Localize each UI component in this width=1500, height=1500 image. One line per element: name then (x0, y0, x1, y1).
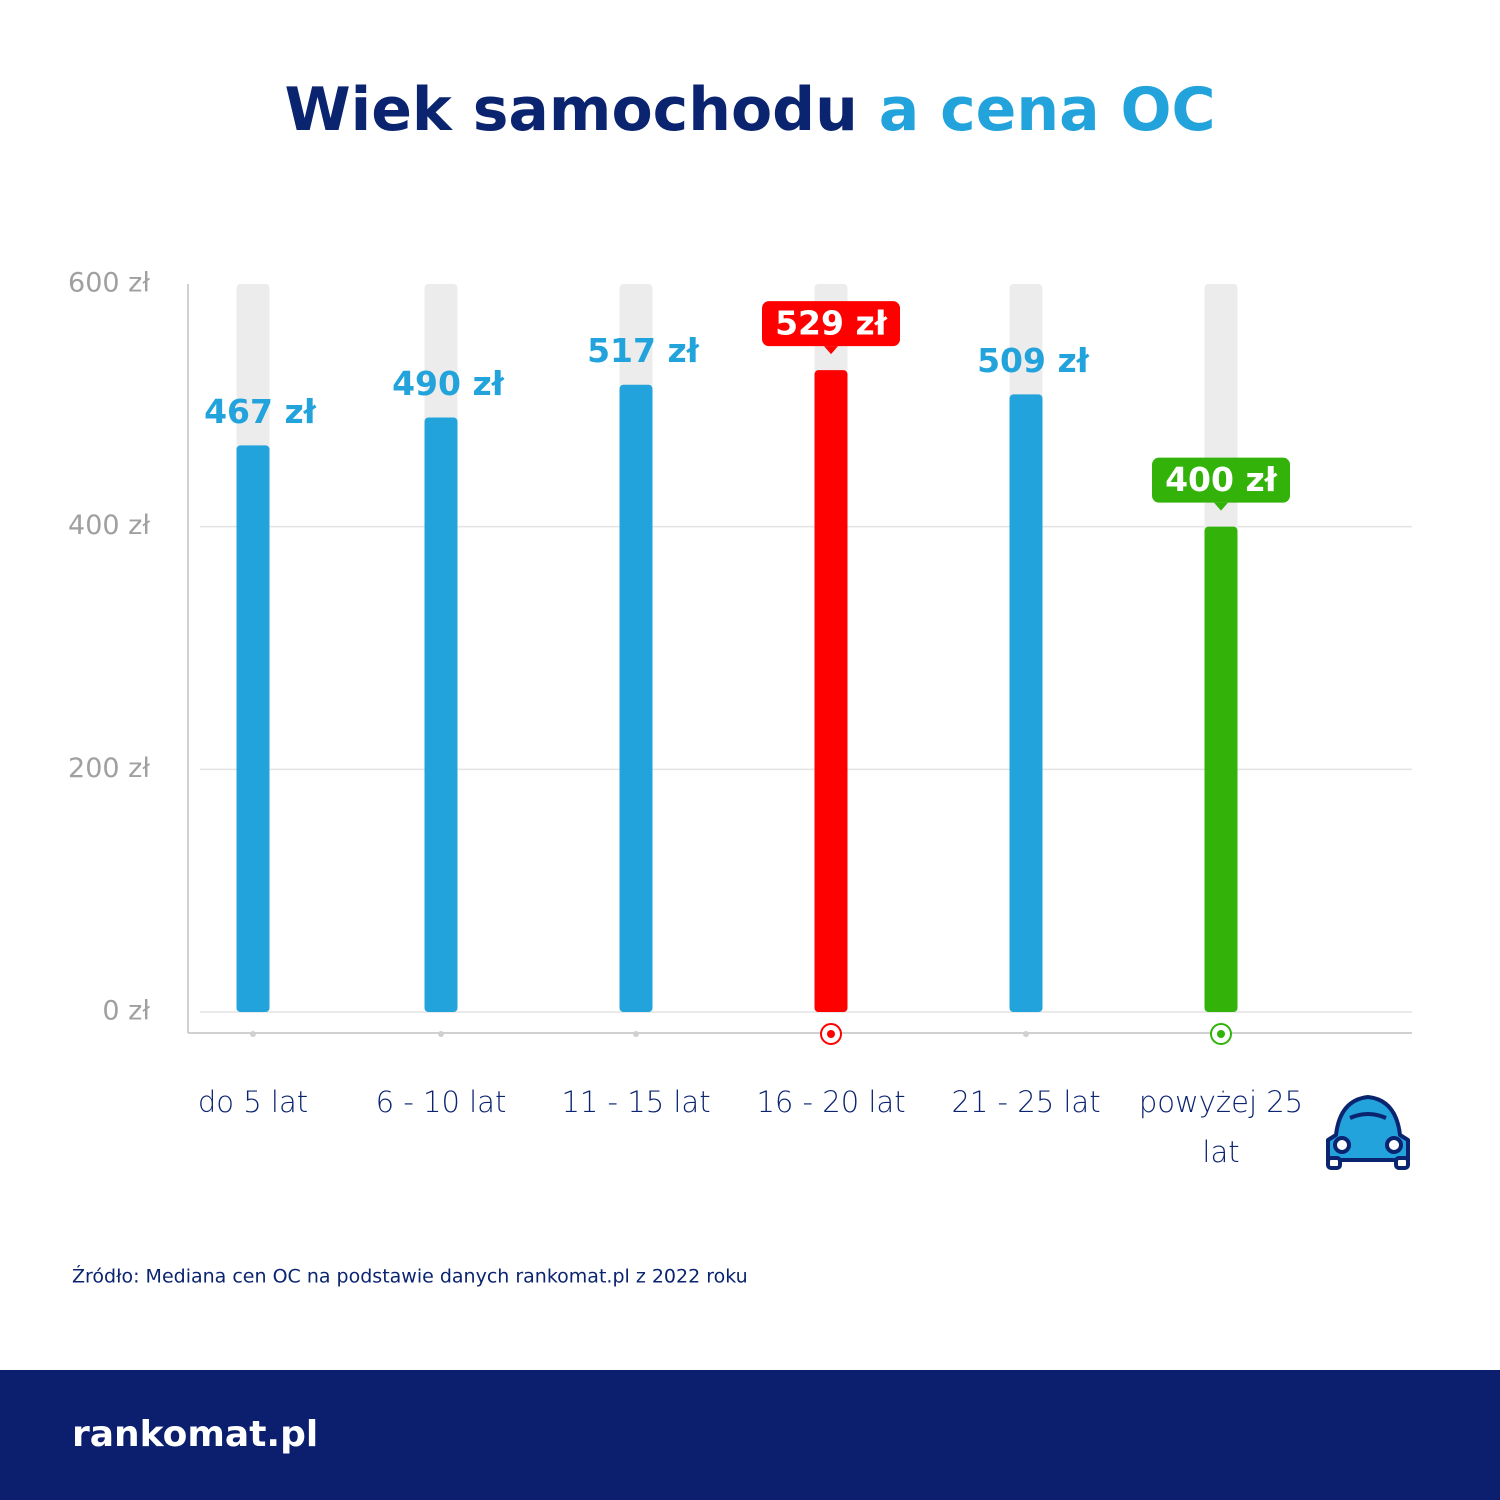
x-marker (1023, 1031, 1029, 1037)
value-label: 400 zł (1165, 460, 1278, 499)
value-label-box (762, 301, 900, 347)
logo: rankomat.pl (72, 1414, 318, 1455)
bar (619, 384, 653, 1012)
footer-band (0, 1370, 1500, 1500)
x-marker (438, 1031, 444, 1037)
bar (1009, 394, 1043, 1012)
y-tick-label: 600 zł (68, 268, 150, 299)
value-label: 509 zł (977, 341, 1090, 380)
x-marker (633, 1031, 639, 1037)
source-note: Źródło: Mediana cen OC na podstawie dany… (72, 1265, 748, 1288)
x-tick-label: do 5 lat (197, 1085, 309, 1119)
y-tick-label: 400 zł (68, 510, 150, 541)
chart-title: Wiek samochodu a cena OC (284, 75, 1215, 145)
value-label: 529 zł (775, 304, 888, 343)
value-label: 490 zł (392, 364, 505, 403)
value-label-pointer (1214, 502, 1228, 511)
x-marker (250, 1031, 256, 1037)
x-marker (827, 1030, 835, 1038)
bar (1204, 526, 1238, 1012)
title-main: Wiek samochodu (284, 75, 857, 145)
x-tick-label: 21 - 25 lat (951, 1085, 1101, 1119)
value-label-box (1152, 457, 1290, 503)
bar (814, 370, 848, 1012)
title-highlight: a cena OC (879, 75, 1216, 145)
x-marker (1217, 1030, 1225, 1038)
value-label-pointer (824, 346, 838, 355)
bar (424, 417, 458, 1012)
x-tick-label: 11 - 15 lat (561, 1085, 711, 1119)
bar (236, 445, 270, 1013)
x-tick-label: 16 - 20 lat (756, 1085, 906, 1119)
y-tick-label: 200 zł (68, 753, 150, 784)
value-label: 517 zł (587, 331, 700, 370)
x-tick-label: powyżej 25 lat (1138, 1085, 1304, 1169)
x-tick-label: 6 - 10 lat (375, 1085, 507, 1119)
y-tick-label: 0 zł (102, 996, 150, 1027)
car-icon (1326, 1095, 1410, 1170)
value-label: 467 zł (204, 392, 317, 431)
